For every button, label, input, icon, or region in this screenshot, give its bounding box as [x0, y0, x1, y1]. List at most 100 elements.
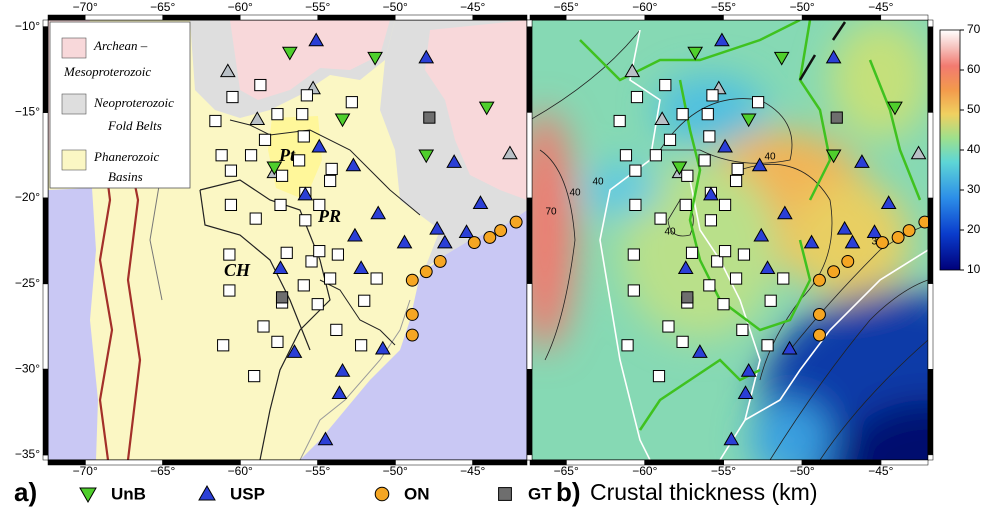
- frame-bar: [42, 369, 49, 456]
- station: [825, 49, 842, 64]
- station: [436, 234, 453, 249]
- station: [737, 248, 751, 261]
- legend-symbol: [198, 484, 216, 501]
- station: [271, 335, 284, 348]
- x-tick-label: −60°: [632, 464, 657, 478]
- station: [275, 291, 289, 304]
- station: [773, 51, 790, 66]
- border: [319, 279, 396, 346]
- legend-swatch: [61, 149, 87, 171]
- station: [729, 272, 743, 285]
- station: [405, 308, 419, 321]
- station: [249, 212, 262, 225]
- legend-label: Mesoproterozoic: [63, 64, 151, 79]
- station: [844, 234, 861, 249]
- station: [761, 339, 774, 352]
- station: [698, 154, 711, 167]
- station: [841, 254, 855, 268]
- frame-bar: [927, 19, 934, 28]
- station: [271, 108, 284, 121]
- station: [274, 198, 287, 212]
- station: [418, 149, 435, 164]
- legend-label: USP: [230, 484, 265, 503]
- station: [627, 284, 640, 297]
- station: [483, 230, 497, 244]
- x-tick-label: −45°: [868, 464, 893, 478]
- x-tick-label: −70°: [73, 464, 98, 478]
- coastline: [299, 299, 411, 460]
- station: [663, 133, 677, 146]
- frame-bar: [162, 14, 241, 21]
- station: [297, 186, 314, 201]
- contour-label: 70: [545, 207, 557, 218]
- coastline: [744, 249, 928, 421]
- station: [286, 344, 303, 358]
- station: [827, 265, 841, 279]
- station: [257, 320, 270, 333]
- legend-label: Neoproterozoic: [93, 95, 174, 110]
- station: [446, 154, 463, 168]
- station: [358, 294, 371, 307]
- station: [325, 162, 338, 176]
- y-tick-label: −10°: [15, 19, 40, 33]
- station: [209, 114, 222, 128]
- frame-bar: [47, 14, 86, 21]
- station: [305, 255, 318, 268]
- panel-title: Crustal thickness (km): [590, 479, 817, 505]
- station: [830, 111, 843, 124]
- station: [753, 227, 770, 242]
- station: [681, 291, 694, 304]
- province-boundary: [638, 358, 761, 431]
- x-tick-label: −65°: [554, 0, 579, 14]
- contour-line: [539, 149, 576, 361]
- station: [777, 272, 790, 285]
- y-tick-label: −30°: [15, 361, 40, 375]
- station: [224, 198, 238, 212]
- border: [599, 29, 661, 460]
- contour-label: 40: [569, 188, 581, 199]
- frame-bar: [394, 14, 473, 21]
- pacific-ocean: [48, 188, 98, 460]
- frame-bar: [42, 197, 49, 284]
- station: [244, 149, 258, 162]
- station: [825, 149, 842, 164]
- x-tick-label: −55°: [711, 464, 736, 478]
- station: [654, 111, 671, 126]
- station: [296, 108, 309, 121]
- station: [509, 215, 523, 229]
- station: [729, 174, 743, 188]
- x-tick-label: −50°: [790, 0, 815, 14]
- contour-label: 40: [664, 227, 676, 238]
- frame-bar: [526, 283, 533, 370]
- frame-bar: [526, 19, 533, 28]
- legend-swatch: [61, 93, 87, 115]
- station: [652, 370, 666, 383]
- station: [704, 214, 718, 227]
- province-boundary: [579, 20, 801, 82]
- station: [703, 130, 716, 143]
- contour-line: [659, 98, 793, 164]
- station: [353, 260, 369, 274]
- contour-label: 40: [764, 152, 776, 163]
- station: [711, 255, 724, 268]
- frame-bar: [927, 26, 934, 113]
- frame-bar: [880, 14, 929, 21]
- x-tick-label: −55°: [305, 0, 330, 14]
- station: [219, 63, 236, 78]
- station-layer: [613, 32, 928, 446]
- contour-line: [769, 279, 928, 460]
- x-tick-label: −45°: [460, 464, 485, 478]
- station: [478, 101, 495, 116]
- station: [331, 248, 344, 261]
- station: [706, 89, 719, 102]
- frame-bar: [42, 19, 49, 28]
- frame-bar: [317, 14, 396, 21]
- station: [676, 108, 689, 121]
- station: [681, 169, 694, 182]
- station: [703, 186, 719, 201]
- frame-bar: [927, 454, 934, 461]
- station: [311, 138, 328, 153]
- station: [313, 245, 326, 258]
- x-tick-label: −60°: [228, 0, 253, 14]
